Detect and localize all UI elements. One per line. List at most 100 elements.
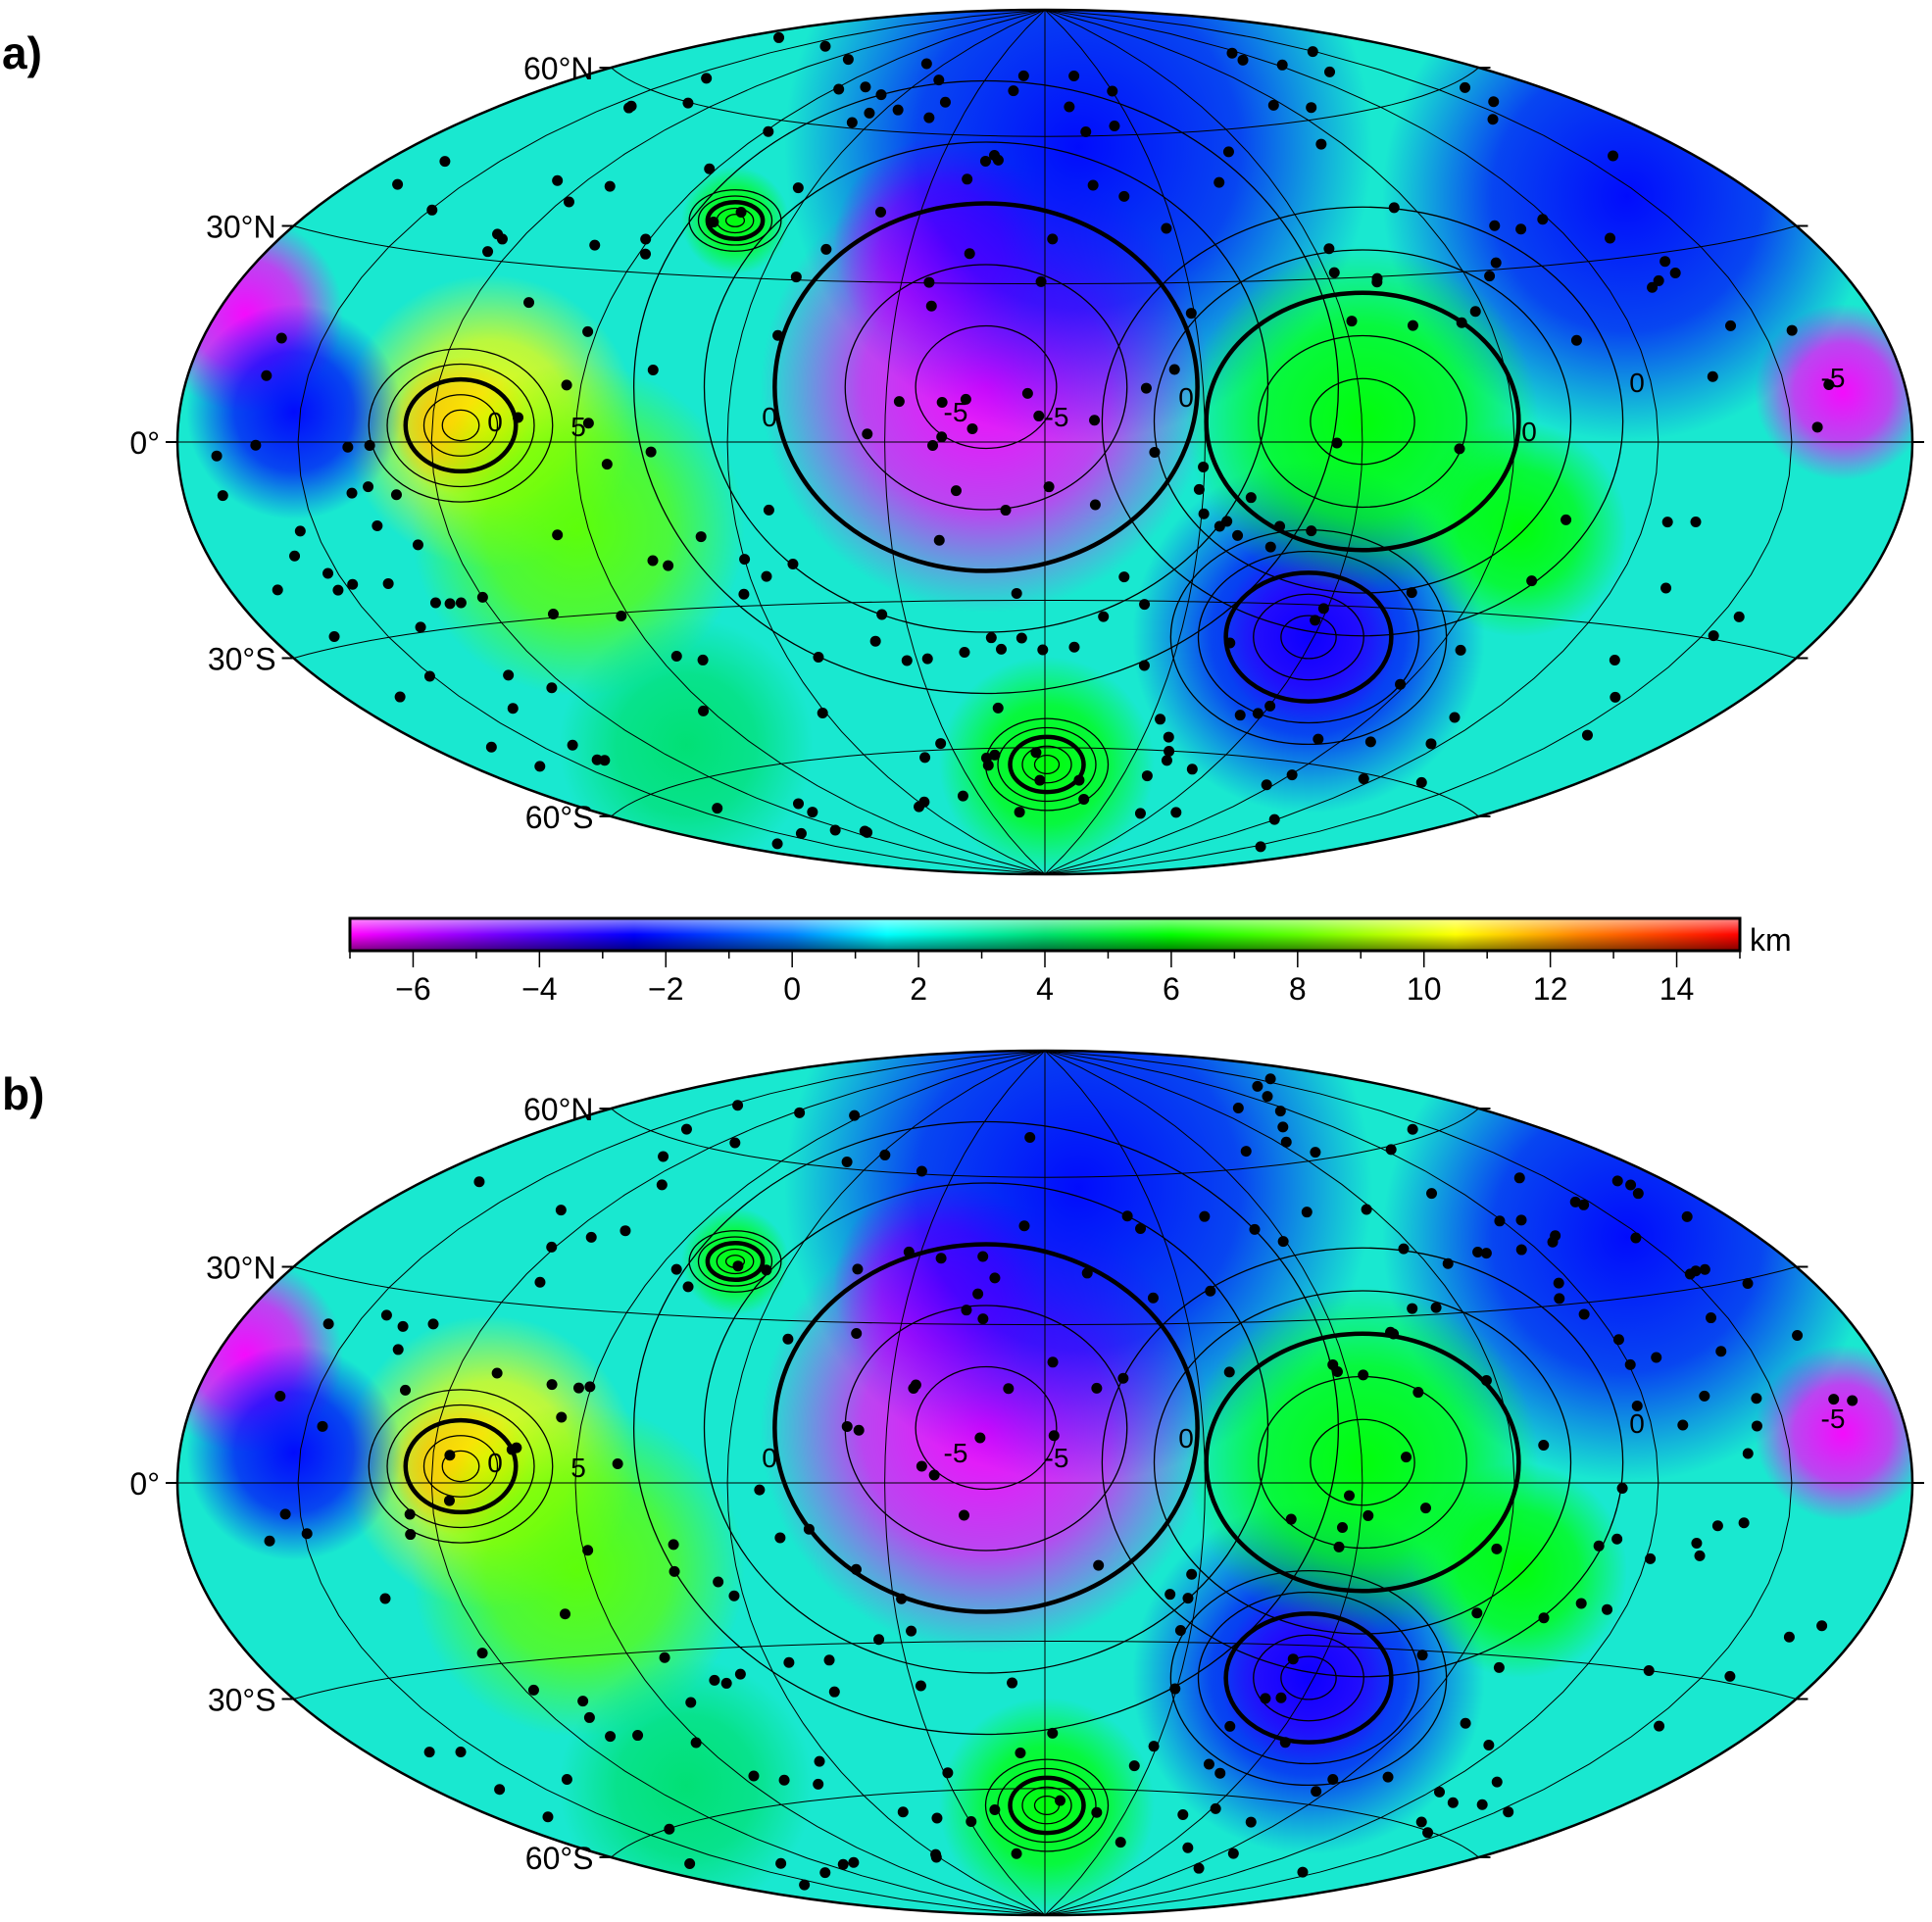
station-dot [734,1668,746,1680]
station-dot [1264,1073,1276,1085]
station-dot [960,393,971,405]
station-dot [1538,1612,1550,1624]
station-dot [589,239,601,251]
station-dot [647,555,659,567]
station-dot [1043,481,1055,493]
station-dot [1017,70,1029,81]
station-dot [429,597,441,609]
contour-line [1101,1247,1624,1678]
station-dot [1660,582,1672,594]
station-dot [1742,1278,1754,1290]
station-dot [555,1205,567,1216]
contour-line [403,376,519,474]
station-dot [910,1379,921,1391]
station-dot [1275,1692,1287,1703]
station-dot [527,1684,539,1696]
station-dot [473,1176,485,1188]
contour-line [1253,1634,1364,1722]
contour-label: -5 [1821,363,1846,393]
station-dot [1087,179,1099,191]
station-dot [1185,308,1197,320]
contour-line [1223,570,1394,704]
station-dot [534,761,546,772]
station-dot [455,597,467,609]
station-dot [795,827,807,839]
station-dot [1333,1541,1345,1552]
station-dot [1336,1522,1348,1534]
station-dot [1550,1230,1561,1242]
station-dot [713,1576,724,1588]
station-dot [807,807,818,818]
station-dot [851,1327,863,1339]
station-dot [1425,738,1437,750]
station-dot [547,609,559,620]
station-dot [732,1260,744,1272]
station-dot [919,752,931,764]
map-panel-a: 0 0 0 0 5 -5 -5 -5 0 60°N 30°N 0° 30°S 60°S a) [2,8,1924,876]
contour-line [1258,334,1467,509]
station-dot [1422,1827,1434,1839]
station-dot [837,1858,849,1870]
station-dot [1707,370,1718,382]
station-dot [1537,214,1549,225]
station-dot [712,803,723,814]
station-dot [875,206,887,218]
station-dot [1447,1797,1459,1808]
station-dot [1245,492,1257,504]
station-dot [799,1879,811,1891]
contour-line [1101,206,1624,637]
anomaly-region [186,1345,402,1560]
station-dot [1193,1862,1205,1874]
station-dot [682,97,694,109]
station-dot [561,1774,572,1786]
contour-line [705,200,766,241]
station-dot [583,1711,595,1723]
station-dot [1047,1356,1059,1368]
station-dot [1398,1243,1410,1255]
station-dot [1343,1490,1355,1502]
station-dot [1177,1808,1189,1820]
station-dot [1611,1533,1623,1545]
station-dot [1681,1210,1693,1222]
station-dot [1134,808,1146,819]
station-dot [704,163,716,174]
station-dot [397,1320,409,1332]
station-dot [1654,1720,1665,1732]
station-dot [1593,1540,1605,1552]
station-dot [507,703,519,715]
station-dot [761,1264,772,1276]
station-dot [668,1539,679,1551]
station-dot [444,1450,456,1461]
contour-line [1204,290,1521,553]
station-dot [1371,276,1383,288]
station-dot [415,621,426,633]
station-dot [404,1508,416,1520]
station-dot [962,173,973,185]
station-dot [1472,1246,1484,1257]
station-dot [906,1625,917,1637]
anomaly-region [186,304,402,519]
station-dot [1581,729,1593,741]
station-dot [1118,190,1130,202]
contour-line [1153,249,1572,594]
station-dot [972,1288,984,1300]
station-dot [1415,776,1427,788]
station-dot [506,1444,518,1455]
station-dot [1699,1390,1710,1402]
station-dot [1515,223,1527,235]
station-dot [921,653,933,665]
station-dot [405,1529,417,1541]
station-dot [1480,1374,1492,1386]
lat-label: 30°N [206,1251,276,1286]
station-dot [989,1804,1001,1816]
station-dot [1115,1837,1126,1848]
contour-line [422,394,499,457]
contour-label: 0 [487,407,503,437]
station-dot [1252,1080,1263,1092]
station-dot [1080,126,1092,138]
station-dot [426,204,438,216]
contour-label: -5 [944,1438,968,1468]
station-dot [1030,747,1042,759]
station-dot [1407,1303,1418,1314]
station-dot [1311,1786,1322,1798]
